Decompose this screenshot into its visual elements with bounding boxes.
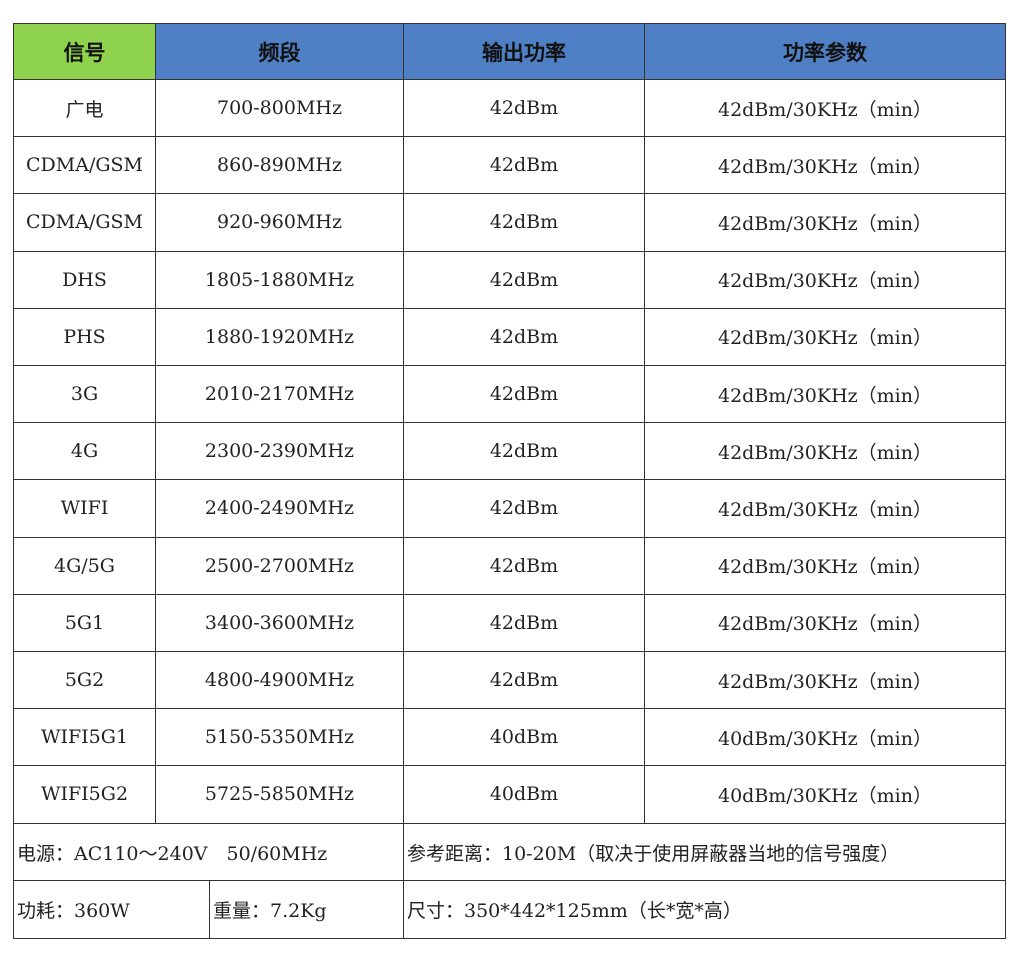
signal-cell: 3G xyxy=(13,366,156,424)
signal-cell: PHS xyxy=(13,308,156,366)
signal-cell: 4G xyxy=(13,423,156,481)
table-row: WIFI5G2 5725-5850MHz 40dBm 40dBm/30KHz（min） xyxy=(13,766,1006,824)
frequency-band-cell: 5150-5350MHz xyxy=(156,709,404,767)
output-power-cell: 42dBm xyxy=(404,194,645,252)
output-power-cell: 42dBm xyxy=(404,251,645,309)
dimensions-cell: 尺寸：350*442*125mm（长*宽*高） xyxy=(404,881,1006,939)
output-power-cell: 42dBm xyxy=(404,137,645,195)
output-power-cell: 42dBm xyxy=(404,652,645,710)
signal-cell: WIFI5G1 xyxy=(13,709,156,767)
power-parameter-cell: 40dBm/30KHz（min） xyxy=(645,766,1006,824)
power-parameter-cell: 42dBm/30KHz（min） xyxy=(645,137,1006,195)
power-parameter-cell: 42dBm/30KHz（min） xyxy=(645,537,1006,595)
table-row: CDMA/GSM 860-890MHz 42dBm 42dBm/30KHz（min） xyxy=(13,137,1006,195)
power-parameter-cell: 42dBm/30KHz（min） xyxy=(645,594,1006,652)
output-power-cell: 42dBm xyxy=(404,480,645,538)
output-power-cell: 42dBm xyxy=(404,366,645,424)
reference-distance-cell: 参考距离：10-20M（取决于使用屏蔽器当地的信号强度） xyxy=(404,824,1006,881)
frequency-band-cell: 3400-3600MHz xyxy=(156,594,404,652)
frequency-band-cell: 700-800MHz xyxy=(156,80,404,138)
output-power-cell: 42dBm xyxy=(404,537,645,595)
frequency-band-cell: 1805-1880MHz xyxy=(156,251,404,309)
output-power-cell: 40dBm xyxy=(404,766,645,824)
spec-table: 信号 频段 输出功率 功率参数 广电 700-800MHz 42dBm 42dBm/3… xyxy=(13,23,1006,939)
power-parameter-cell: 40dBm/30KHz（min） xyxy=(645,709,1006,767)
output-power-cell: 40dBm xyxy=(404,709,645,767)
table-row: CDMA/GSM 920-960MHz 42dBm 42dBm/30KHz（min） xyxy=(13,194,1006,252)
signal-cell: 5G1 xyxy=(13,594,156,652)
output-power-cell: 42dBm xyxy=(404,423,645,481)
power-parameter-cell: 42dBm/30KHz（min） xyxy=(645,366,1006,424)
output-power-cell: 42dBm xyxy=(404,308,645,366)
signal-cell: DHS xyxy=(13,251,156,309)
table-row: 3G 2010-2170MHz 42dBm 42dBm/30KHz（min） xyxy=(13,366,1006,424)
frequency-band-cell: 2010-2170MHz xyxy=(156,366,404,424)
power-parameter-cell: 42dBm/30KHz（min） xyxy=(645,194,1006,252)
power-parameter-cell: 42dBm/30KHz（min） xyxy=(645,652,1006,710)
frequency-band-cell: 2300-2390MHz xyxy=(156,423,404,481)
header-frequency-band: 频段 xyxy=(156,23,404,80)
weight-cell: 重量：7.2Kg xyxy=(210,881,404,939)
table-row: WIFI5G1 5150-5350MHz 40dBm 40dBm/30KHz（min） xyxy=(13,709,1006,767)
table-row: 5G1 3400-3600MHz 42dBm 42dBm/30KHz（min） xyxy=(13,594,1006,652)
signal-cell: WIFI5G2 xyxy=(13,766,156,824)
footer-row-1: 电源：AC110～240V 50/60MHz 参考距离：10-20M（取决于使用… xyxy=(13,824,1006,881)
table-row: 4G 2300-2390MHz 42dBm 42dBm/30KHz（min） xyxy=(13,423,1006,481)
signal-cell: 4G/5G xyxy=(13,537,156,595)
table-row: DHS 1805-1880MHz 42dBm 42dBm/30KHz（min） xyxy=(13,251,1006,309)
signal-cell: WIFI xyxy=(13,480,156,538)
frequency-band-cell: 5725-5850MHz xyxy=(156,766,404,824)
power-parameter-cell: 42dBm/30KHz（min） xyxy=(645,480,1006,538)
frequency-band-cell: 2400-2490MHz xyxy=(156,480,404,538)
table-row: WIFI 2400-2490MHz 42dBm 42dBm/30KHz（min） xyxy=(13,480,1006,538)
frequency-band-cell: 1880-1920MHz xyxy=(156,308,404,366)
signal-cell: 5G2 xyxy=(13,652,156,710)
header-output-power: 输出功率 xyxy=(404,23,645,80)
table-header-row: 信号 频段 输出功率 功率参数 xyxy=(13,23,1006,80)
header-power-parameter: 功率参数 xyxy=(645,23,1006,80)
signal-cell: 广电 xyxy=(13,80,156,138)
table-row: 4G/5G 2500-2700MHz 42dBm 42dBm/30KHz（min） xyxy=(13,537,1006,595)
power-consumption-cell: 功耗：360W xyxy=(13,881,210,939)
output-power-cell: 42dBm xyxy=(404,80,645,138)
frequency-band-cell: 4800-4900MHz xyxy=(156,652,404,710)
table-row: 广电 700-800MHz 42dBm 42dBm/30KHz（min） xyxy=(13,80,1006,138)
output-power-cell: 42dBm xyxy=(404,594,645,652)
table-row: PHS 1880-1920MHz 42dBm 42dBm/30KHz（min） xyxy=(13,308,1006,366)
footer-row-2: 功耗：360W 重量：7.2Kg 尺寸：350*442*125mm（长*宽*高） xyxy=(13,881,1006,939)
power-parameter-cell: 42dBm/30KHz（min） xyxy=(645,423,1006,481)
signal-cell: CDMA/GSM xyxy=(13,137,156,195)
power-parameter-cell: 42dBm/30KHz（min） xyxy=(645,80,1006,138)
frequency-band-cell: 2500-2700MHz xyxy=(156,537,404,595)
power-supply-cell: 电源：AC110～240V 50/60MHz xyxy=(13,824,404,881)
signal-cell: CDMA/GSM xyxy=(13,194,156,252)
power-parameter-cell: 42dBm/30KHz（min） xyxy=(645,308,1006,366)
frequency-band-cell: 920-960MHz xyxy=(156,194,404,252)
header-signal: 信号 xyxy=(13,23,156,80)
frequency-band-cell: 860-890MHz xyxy=(156,137,404,195)
table-row: 5G2 4800-4900MHz 42dBm 42dBm/30KHz（min） xyxy=(13,652,1006,710)
power-parameter-cell: 42dBm/30KHz（min） xyxy=(645,251,1006,309)
